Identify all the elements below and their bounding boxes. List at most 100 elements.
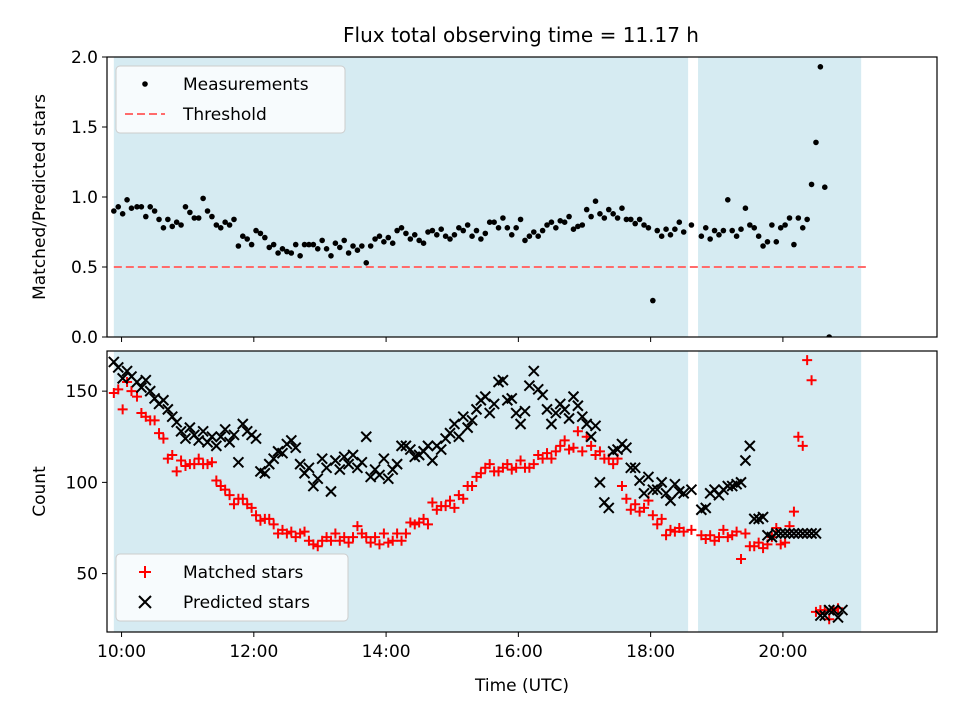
measurement-point [813, 139, 819, 146]
predicted-star-point [294, 458, 306, 470]
predicted-star-point [444, 427, 456, 439]
matched-star-point [281, 528, 292, 539]
predicted-star-point [391, 458, 403, 470]
matched-star-point [736, 554, 747, 565]
predicted-star-point [677, 487, 690, 500]
measurement-point [411, 232, 418, 238]
matched-star-point [202, 459, 213, 470]
predicted-star-point [193, 434, 205, 447]
matched-star-point [312, 541, 323, 552]
measurement-point [579, 222, 586, 228]
measurement-point [226, 222, 233, 228]
matched-star-point [343, 537, 354, 548]
measurement-point [425, 229, 431, 235]
measurement-point [688, 222, 695, 228]
measurement-point [826, 334, 832, 337]
measurement-point [134, 204, 140, 210]
measurement-point [420, 240, 427, 246]
matched-star-point [299, 526, 310, 537]
predicted-star-point [620, 442, 633, 454]
measurement-point [566, 213, 572, 220]
measurement-point [209, 213, 215, 220]
predicted-star-point [735, 476, 747, 489]
measurement-point [636, 216, 643, 223]
measurement-point [319, 237, 325, 244]
predicted-star-point [395, 440, 408, 452]
measurement-point [314, 246, 321, 252]
predicted-star-point [135, 381, 148, 394]
measurement-point [473, 227, 480, 234]
x-tick-label: 20:00 [758, 642, 807, 662]
matched-star-point [449, 502, 460, 513]
matched-star-point [418, 513, 429, 524]
matched-star-point [286, 526, 297, 537]
measurement-point [614, 215, 621, 221]
predicted-star-point [823, 604, 835, 616]
predicted-star-point [232, 456, 245, 469]
matched-star-point [365, 537, 376, 548]
predicted-star-point [779, 527, 791, 540]
predicted-star-point [303, 462, 315, 474]
matched-star-point [630, 499, 641, 510]
y-tick-label: 1.5 [71, 118, 98, 138]
measurement-point [535, 233, 542, 239]
measurement-point [111, 208, 117, 214]
measurement-point [676, 219, 683, 225]
matched-star-point [718, 524, 729, 535]
top-panel: 0.0 0.5 1.0 1.5 2.0 Matched/Predicted stars Me… [30, 48, 938, 348]
measurement-point [301, 241, 308, 248]
measurement-point [804, 216, 810, 223]
matched-star-point [467, 481, 478, 492]
measurement-point [142, 213, 149, 220]
predicted-star-point [334, 463, 346, 476]
measurement-point [478, 236, 484, 242]
predicted-star-point [175, 425, 187, 437]
predicted-star-point [373, 469, 386, 481]
matched-star-point [661, 530, 672, 541]
matched-star-point [171, 466, 182, 477]
predicted-star-point [329, 454, 342, 467]
measurement-point [328, 253, 334, 259]
y-axis-label: Count [30, 466, 50, 517]
predicted-star-point [237, 418, 249, 430]
matched-star-point [542, 448, 553, 459]
predicted-star-point [774, 527, 787, 540]
predicted-star-point [647, 483, 659, 496]
matched-star-point [797, 440, 808, 451]
measurement-point [367, 243, 374, 249]
predicted-star-point [550, 407, 562, 419]
predicted-star-point [325, 485, 337, 498]
predicted-star-point [510, 407, 522, 419]
predicted-star-point [603, 502, 615, 514]
predicted-star-point [567, 390, 580, 403]
y-tick-label: 50 [76, 565, 98, 585]
predicted-star-point [448, 418, 461, 430]
measurement-point [504, 225, 511, 231]
measurement-point [178, 222, 184, 228]
measurement-point [239, 233, 246, 239]
measurement-point [288, 250, 295, 256]
measurement-point [182, 204, 189, 210]
measurement-point [786, 215, 793, 221]
matched-star-point [564, 444, 575, 455]
matched-star-point [383, 537, 394, 548]
matched-star-point [378, 528, 389, 539]
matched-star-point [264, 513, 275, 524]
measurement-point [667, 232, 674, 238]
predicted-star-point [435, 443, 447, 456]
predicted-star-point [558, 403, 571, 416]
matched-star-point [206, 457, 217, 468]
matched-star-point [374, 539, 385, 550]
measurement-point [332, 240, 339, 246]
measurement-point [372, 236, 378, 242]
x-tick-label: 12:00 [229, 642, 278, 662]
matched-star-point [308, 539, 319, 550]
measurement-point [645, 225, 652, 231]
matched-star-point [639, 502, 650, 513]
measurement-point [517, 216, 524, 223]
predicted-star-point [289, 442, 302, 454]
matched-star-point [295, 528, 306, 539]
matched-star-point [586, 440, 597, 451]
legend-box [115, 65, 346, 134]
